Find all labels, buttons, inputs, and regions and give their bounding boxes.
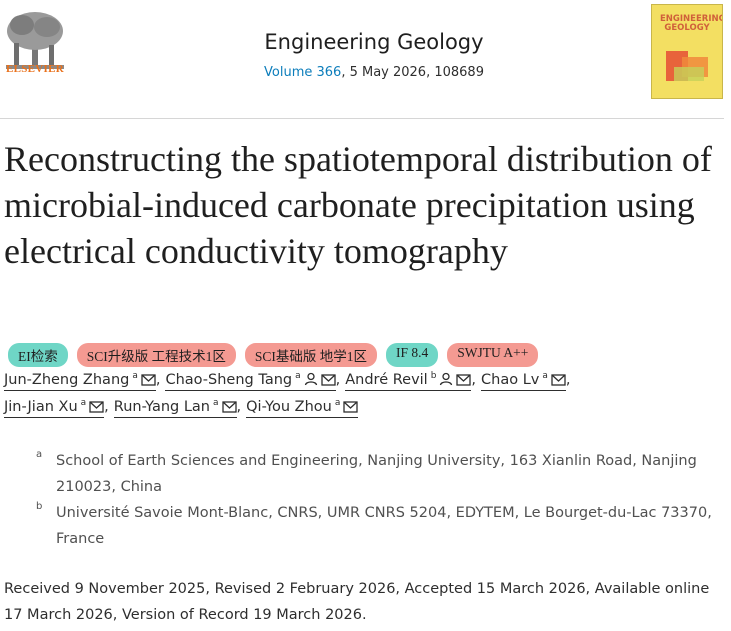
- issue-info: Volume 366, 5 May 2026, 108689: [160, 65, 588, 80]
- separator: ,: [104, 398, 109, 415]
- badge[interactable]: EI检索: [8, 343, 68, 367]
- issue-detail: , 5 May 2026, 108689: [341, 65, 484, 80]
- badge[interactable]: SCI基础版 地学1区: [244, 343, 378, 367]
- email-icon: [456, 374, 472, 386]
- badge[interactable]: SCI升级版 工程技术1区: [76, 343, 236, 367]
- affiliations: a School of Earth Sciences and Engineerin…: [36, 448, 726, 552]
- author-affiliation: a: [334, 398, 341, 408]
- email-icon: [141, 374, 156, 386]
- separator: ,: [155, 371, 161, 388]
- journal-cover[interactable]: ENGINEERING GEOLOGY: [651, 4, 723, 99]
- affiliation: b Université Savoie Mont-Blanc, CNRS, UMR…: [36, 500, 726, 552]
- author-name: Qi-You Zhou: [246, 398, 332, 415]
- author[interactable]: Jin-Jian Xu a: [4, 398, 105, 418]
- author-affiliation: a: [295, 371, 301, 381]
- affiliation-text: School of Earth Sciences and Engineering…: [56, 453, 697, 495]
- author[interactable]: Chao-Sheng Tang a: [165, 371, 336, 391]
- badge[interactable]: SWJTU A++: [447, 343, 539, 367]
- author[interactable]: André Revil b: [345, 371, 472, 391]
- author-line: Jin-Jian Xu a, Run-Yang Lan a, Qi-You Zhou a: [4, 398, 359, 418]
- badge[interactable]: IF 8.4: [386, 343, 439, 367]
- journal-name[interactable]: Engineering Geology: [264, 30, 484, 54]
- badges: EI检索 SCI升级版 工程技术1区 SCI基础版 地学1区 IF 8.4 SW…: [8, 343, 539, 367]
- email-icon: [343, 401, 359, 413]
- author-affiliation: a: [80, 398, 87, 408]
- separator: ,: [335, 371, 341, 388]
- separator: [0, 118, 724, 119]
- author-name: Chao Lv: [481, 371, 540, 388]
- publisher-logo[interactable]: [2, 2, 68, 78]
- author-affiliation: a: [213, 398, 219, 408]
- author-affiliation: a: [542, 371, 548, 381]
- separator: ,: [236, 398, 242, 415]
- person-icon: [304, 372, 317, 386]
- volume-link[interactable]: Volume 366: [264, 65, 342, 80]
- author-name: Jin-Jian Xu: [4, 398, 78, 415]
- affiliation-label: a: [36, 449, 43, 460]
- article-history: Received 9 November 2025, Revised 2 Febr…: [4, 581, 710, 623]
- cover-title: ENGINEERING GEOLOGY: [660, 14, 723, 33]
- affiliation-text: Université Savoie Mont-Blanc, CNRS, UMR …: [56, 505, 712, 547]
- cover-art: [666, 51, 708, 81]
- author[interactable]: Chao Lv a: [481, 371, 566, 391]
- author-affiliation: b: [430, 371, 437, 381]
- article-title: Reconstructing the spatiotemporal distri…: [4, 139, 712, 271]
- separator: ,: [471, 371, 477, 388]
- affiliation: a School of Earth Sciences and Engineerin…: [36, 448, 726, 500]
- separator: ,: [565, 371, 571, 388]
- affiliation-label: b: [36, 501, 43, 512]
- author-affiliation: a: [132, 371, 138, 381]
- email-icon: [551, 374, 566, 386]
- person-icon: [440, 372, 453, 386]
- author-name: Jun-Zheng Zhang: [4, 371, 130, 388]
- author-name: André Revil: [345, 371, 428, 388]
- author[interactable]: Jun-Zheng Zhang a: [4, 371, 156, 391]
- email-icon: [320, 374, 336, 386]
- publisher-name: ELSEVIER: [5, 63, 65, 75]
- author-name: Chao-Sheng Tang: [165, 371, 293, 388]
- author[interactable]: Qi-You Zhou a: [246, 398, 359, 418]
- author[interactable]: Run-Yang Lan a: [113, 398, 237, 418]
- author-line: Jun-Zheng Zhang a, Chao-Sheng Tang a, André …: [4, 371, 576, 391]
- email-icon: [221, 401, 237, 413]
- email-icon: [89, 401, 104, 413]
- author-name: Run-Yang Lan: [113, 398, 210, 415]
